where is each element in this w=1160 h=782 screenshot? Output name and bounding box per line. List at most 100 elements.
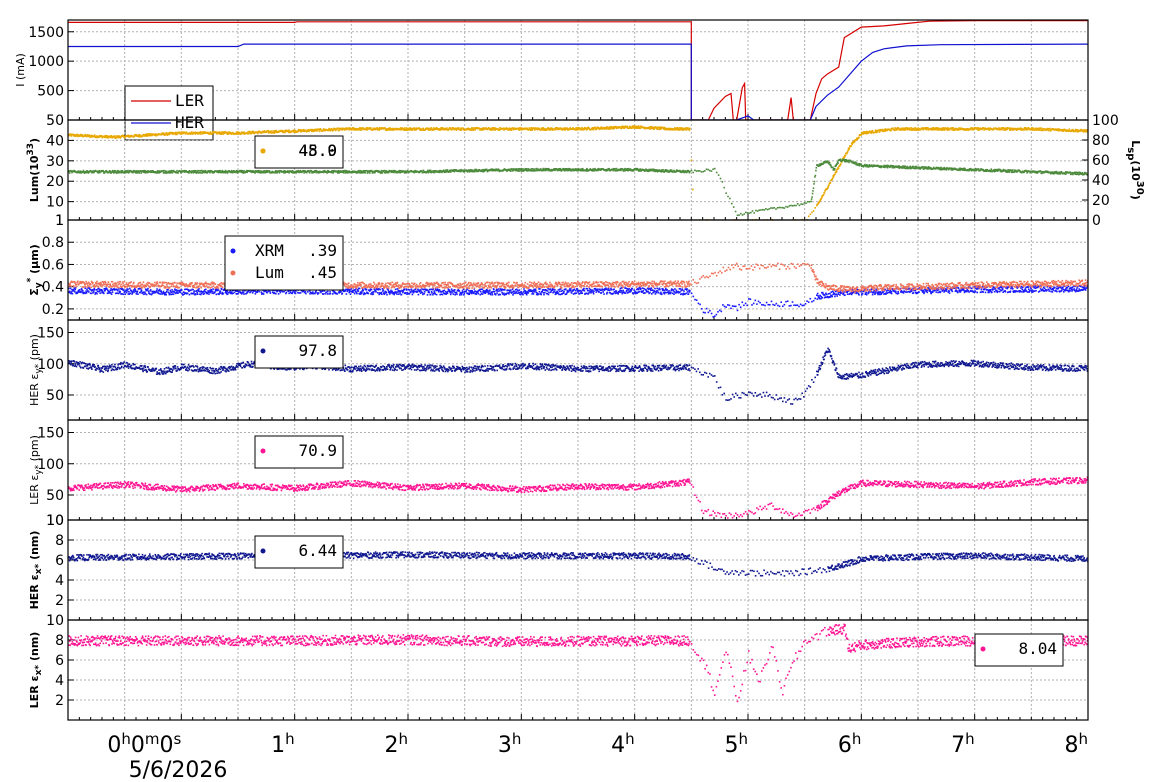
data-dot bbox=[242, 170, 244, 173]
data-dot bbox=[810, 198, 813, 200]
data-dot bbox=[848, 148, 850, 151]
data-dot bbox=[353, 127, 356, 130]
data-dot bbox=[303, 172, 305, 174]
data-dot bbox=[460, 129, 463, 131]
data-dot bbox=[245, 293, 247, 295]
data-dot bbox=[831, 177, 834, 179]
data-dot bbox=[826, 160, 829, 162]
data-dot bbox=[623, 170, 625, 172]
data-dot bbox=[171, 289, 173, 291]
data-dot bbox=[638, 127, 640, 130]
data-dot bbox=[132, 291, 134, 293]
data-dot bbox=[179, 289, 181, 292]
data-dot bbox=[754, 218, 757, 220]
data-dot bbox=[313, 170, 316, 172]
data-dot bbox=[1042, 129, 1044, 132]
data-dot bbox=[627, 167, 630, 170]
data-dot bbox=[559, 169, 561, 172]
data-dot bbox=[999, 168, 1001, 171]
data-dot bbox=[707, 168, 709, 171]
data-dot bbox=[129, 136, 131, 138]
data-dot bbox=[801, 218, 803, 220]
data-dot bbox=[1005, 169, 1007, 172]
data-dot bbox=[174, 133, 177, 136]
data-dot bbox=[670, 129, 672, 131]
data-dot bbox=[1061, 130, 1063, 132]
data-dot bbox=[388, 127, 391, 129]
data-dot bbox=[159, 288, 161, 291]
y-axis-label: Lum(1033) bbox=[26, 138, 41, 202]
data-dot bbox=[336, 170, 339, 173]
data-dot bbox=[480, 127, 483, 130]
data-dot bbox=[482, 168, 485, 171]
data-dot bbox=[827, 186, 829, 188]
data-dot bbox=[984, 169, 987, 171]
data-dot bbox=[72, 290, 74, 292]
data-dot bbox=[81, 134, 84, 136]
data-dot bbox=[571, 128, 574, 130]
data-dot bbox=[470, 128, 472, 130]
data-dot bbox=[79, 170, 82, 172]
data-dot bbox=[222, 293, 224, 295]
data-dot bbox=[865, 165, 867, 168]
data-dot bbox=[591, 127, 593, 130]
data-dot bbox=[366, 127, 368, 129]
data-dot bbox=[260, 170, 263, 172]
data-dot bbox=[474, 169, 477, 172]
data-dot bbox=[581, 167, 584, 170]
data-dot bbox=[1059, 173, 1061, 175]
data-dot bbox=[147, 290, 150, 293]
data-dot bbox=[651, 127, 654, 130]
data-dot bbox=[1016, 129, 1018, 131]
data-dot bbox=[520, 167, 522, 170]
data-dot bbox=[189, 132, 191, 134]
data-dot bbox=[231, 171, 234, 174]
data-dot bbox=[748, 212, 750, 214]
data-dot bbox=[229, 131, 231, 134]
data-dot bbox=[116, 172, 118, 174]
data-dot bbox=[870, 132, 872, 134]
data-dot bbox=[263, 170, 265, 172]
data-dot bbox=[201, 172, 203, 174]
data-dot bbox=[1037, 129, 1040, 131]
data-dot bbox=[117, 136, 119, 139]
data-dot bbox=[534, 129, 536, 131]
data-dot bbox=[70, 134, 72, 136]
data-dot bbox=[83, 292, 86, 294]
data-dot bbox=[178, 289, 180, 292]
data-dot bbox=[972, 127, 974, 130]
data-dot bbox=[405, 127, 408, 129]
data-dot bbox=[310, 128, 313, 131]
data-dot bbox=[256, 291, 258, 294]
data-dot bbox=[152, 170, 154, 172]
data-dot bbox=[523, 169, 525, 172]
data-dot bbox=[435, 127, 437, 129]
data-dot bbox=[278, 172, 281, 174]
data-dot bbox=[111, 291, 114, 293]
data-dot bbox=[788, 221, 790, 223]
data-dot bbox=[114, 288, 116, 291]
data-dot bbox=[834, 165, 836, 168]
data-dot bbox=[101, 291, 103, 294]
data-dot bbox=[1038, 127, 1040, 130]
data-dot bbox=[606, 126, 609, 128]
data-dot bbox=[284, 129, 287, 132]
data-dot bbox=[1025, 128, 1028, 130]
data-dot bbox=[137, 171, 139, 173]
data-dot bbox=[70, 291, 73, 293]
data-dot bbox=[422, 171, 424, 174]
data-dot bbox=[299, 171, 301, 173]
data-dot bbox=[89, 135, 92, 137]
data-dot bbox=[176, 133, 179, 135]
data-dot bbox=[546, 168, 549, 170]
data-dot bbox=[864, 132, 866, 135]
data-dot bbox=[864, 131, 867, 133]
y-tick-label: 1000 bbox=[28, 54, 64, 70]
data-dot bbox=[922, 127, 924, 129]
data-dot bbox=[293, 290, 295, 292]
data-dot bbox=[602, 168, 605, 171]
data-dot bbox=[869, 130, 871, 132]
data-dot bbox=[610, 125, 613, 128]
y-tick-label: 50 bbox=[46, 113, 64, 129]
data-dot bbox=[1064, 128, 1066, 131]
